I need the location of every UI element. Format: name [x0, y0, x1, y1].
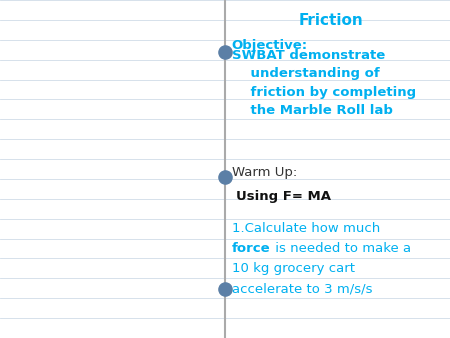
Text: Friction: Friction [298, 13, 363, 28]
Text: accelerate to 3 m/s/s: accelerate to 3 m/s/s [232, 283, 372, 295]
Point [221, 286, 229, 292]
Point [221, 175, 229, 180]
Text: Using F= MA: Using F= MA [236, 190, 331, 202]
Text: is needed to make a: is needed to make a [271, 242, 411, 255]
Point [221, 50, 229, 55]
Text: force: force [232, 242, 270, 255]
Text: 10 kg grocery cart: 10 kg grocery cart [232, 262, 355, 275]
Text: SWBAT demonstrate
    understanding of
    friction by completing
    the Marble: SWBAT demonstrate understanding of frict… [232, 49, 416, 117]
Text: 1.Calculate how much: 1.Calculate how much [232, 222, 380, 235]
Text: Objective:: Objective: [232, 39, 308, 52]
Text: Warm Up:: Warm Up: [232, 166, 297, 179]
